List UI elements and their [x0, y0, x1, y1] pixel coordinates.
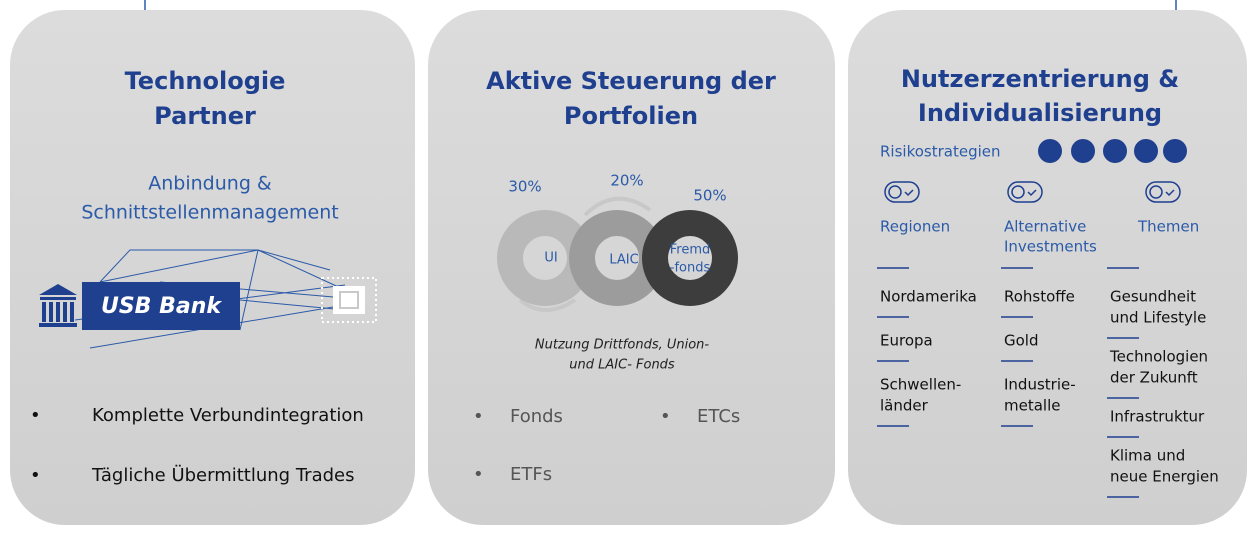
card-title: Individualisierung	[918, 99, 1162, 127]
toggle	[1007, 181, 1043, 203]
item: Schwellen-	[880, 376, 961, 394]
column-header: Alternative	[1004, 218, 1086, 236]
toggle-knob	[1011, 185, 1025, 199]
card-subtitle: Anbindung &	[148, 173, 272, 195]
bullet: Fonds	[510, 406, 563, 427]
bullet: Komplette Verbundintegration	[92, 405, 364, 426]
card-title: Portfolien	[564, 102, 698, 130]
bullet-dot: •	[660, 406, 671, 427]
item: länder	[880, 397, 929, 415]
item: Infrastruktur	[1110, 408, 1205, 426]
item: metalle	[1004, 397, 1060, 415]
item: Klima und	[1110, 447, 1185, 465]
card-title: Technologie	[125, 67, 286, 95]
toggle	[1145, 181, 1181, 203]
ring-label: LAIC	[609, 253, 638, 268]
item: der Zukunft	[1110, 369, 1198, 387]
bullet-dot: •	[30, 405, 41, 426]
card	[848, 10, 1247, 525]
toggle-check	[1027, 189, 1037, 197]
item: Technologien	[1109, 348, 1208, 366]
toggle-check	[1165, 189, 1175, 197]
bullet-dot: •	[473, 464, 484, 485]
card	[10, 10, 415, 525]
risk-label: Risikostrategien	[880, 143, 1001, 161]
bullet-dot: •	[473, 406, 484, 427]
column-header: Regionen	[880, 218, 950, 236]
risk-dots	[1038, 139, 1187, 163]
bullet: Tägliche Übermittlung Trades	[91, 464, 355, 486]
bullet-dot: •	[30, 465, 41, 486]
ring-share: 30%	[508, 178, 541, 196]
bank-icon	[39, 284, 77, 327]
bank-box	[82, 282, 240, 330]
column-header: Themen	[1137, 218, 1199, 236]
card	[428, 10, 835, 525]
item: Nordamerika	[880, 288, 977, 306]
ring-label: -fonds	[670, 261, 711, 276]
card-subtitle: Schnittstellenmanagement	[81, 202, 338, 224]
chip-icon	[321, 277, 377, 323]
column-header: Investments	[1004, 238, 1097, 256]
toggle-check	[904, 189, 914, 197]
item: neue Energien	[1110, 468, 1219, 486]
ring-label: Fremd	[670, 243, 711, 258]
toggle-knob	[888, 185, 902, 199]
item: und Lifestyle	[1110, 309, 1206, 327]
ring-label: UI	[544, 251, 557, 266]
rings	[497, 196, 738, 312]
toggle-knob	[1149, 185, 1163, 199]
card-title: Partner	[154, 102, 256, 130]
bullet: ETFs	[510, 464, 552, 485]
item: Rohstoffe	[1004, 288, 1075, 306]
item: Industrie-	[1004, 376, 1076, 394]
caption: und LAIC- Fonds	[569, 358, 675, 373]
item: Gold	[1004, 332, 1039, 350]
toggle	[884, 181, 920, 203]
item: Gesundheit	[1110, 288, 1196, 306]
card-title: Aktive Steuerung der	[486, 67, 776, 95]
card-title: Nutzerzentrierung &	[901, 65, 1179, 93]
bank-label: USB Bank	[101, 294, 222, 319]
caption: Nutzung Drittfonds, Union-	[535, 338, 710, 353]
ring-share: 20%	[610, 172, 643, 190]
bullet: ETCs	[697, 406, 740, 427]
ring-share: 50%	[693, 187, 726, 205]
item: Europa	[880, 332, 933, 350]
